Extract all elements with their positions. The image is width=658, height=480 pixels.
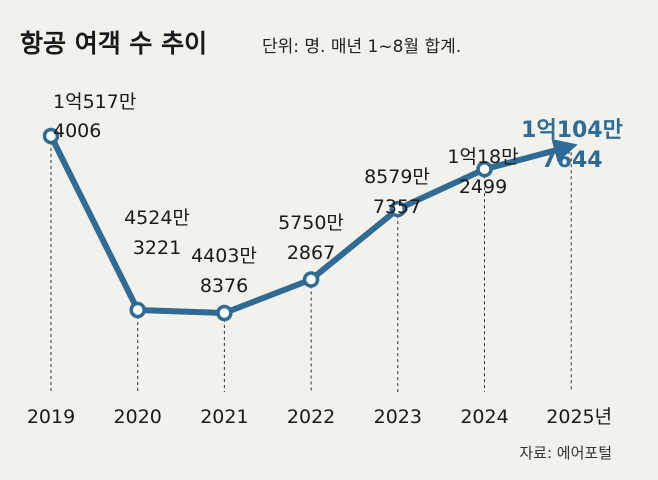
x-tick-2020: 2020 xyxy=(114,406,162,428)
data-label-2022-line2: 2867 xyxy=(287,242,335,264)
data-label-2020-line1: 4524만 xyxy=(124,207,190,229)
data-label-2023-line2: 7357 xyxy=(373,196,421,218)
data-label-2021-line1: 4403만 xyxy=(191,245,257,267)
x-tick-2024: 2024 xyxy=(460,406,508,428)
data-label-2024-line1: 1억18만 xyxy=(447,146,518,168)
data-point-2020 xyxy=(129,301,146,319)
data-label-2024-line2: 2499 xyxy=(459,176,507,198)
data-point-2023 xyxy=(389,200,407,218)
x-tick-2021: 2021 xyxy=(200,406,248,428)
data-point-2019 xyxy=(42,127,60,145)
data-labels: 1억517만 4006 4524만 3221 4403만 8376 5750만 2867 857… xyxy=(53,91,623,297)
x-tick-2019: 2019 xyxy=(27,406,75,428)
chart-title: 항공 여객 수 추이 xyxy=(20,29,207,58)
data-point-2021 xyxy=(216,304,233,322)
data-label-2025년-line2: 7644 xyxy=(541,148,602,173)
data-label-2023-line1: 8579만 xyxy=(364,166,430,188)
guide-lines xyxy=(50,136,572,392)
x-tick-2023: 2023 xyxy=(374,406,422,428)
data-point-2024 xyxy=(476,160,493,178)
x-axis-ticks: 2019 2020 2021 2022 2023 2024 2025년 xyxy=(27,406,612,428)
chart-subtitle: 단위: 명. 매년 1~8월 합계. xyxy=(262,37,461,57)
data-points xyxy=(42,127,493,322)
data-label-2019-line1: 1억517만 xyxy=(53,91,136,113)
data-label-2020-line2: 3221 xyxy=(133,237,181,259)
source-note: 자료: 에어포털 xyxy=(519,444,612,462)
data-label-2022-line1: 5750만 xyxy=(278,212,344,234)
data-label-2019-line2: 4006 xyxy=(53,120,101,142)
x-tick-2022: 2022 xyxy=(287,406,335,428)
data-label-2025년-line1: 1억104만 xyxy=(521,118,623,143)
x-tick-2025년: 2025년 xyxy=(546,406,612,428)
data-point-2022 xyxy=(302,271,320,288)
data-label-2021-line2: 8376 xyxy=(200,275,248,297)
